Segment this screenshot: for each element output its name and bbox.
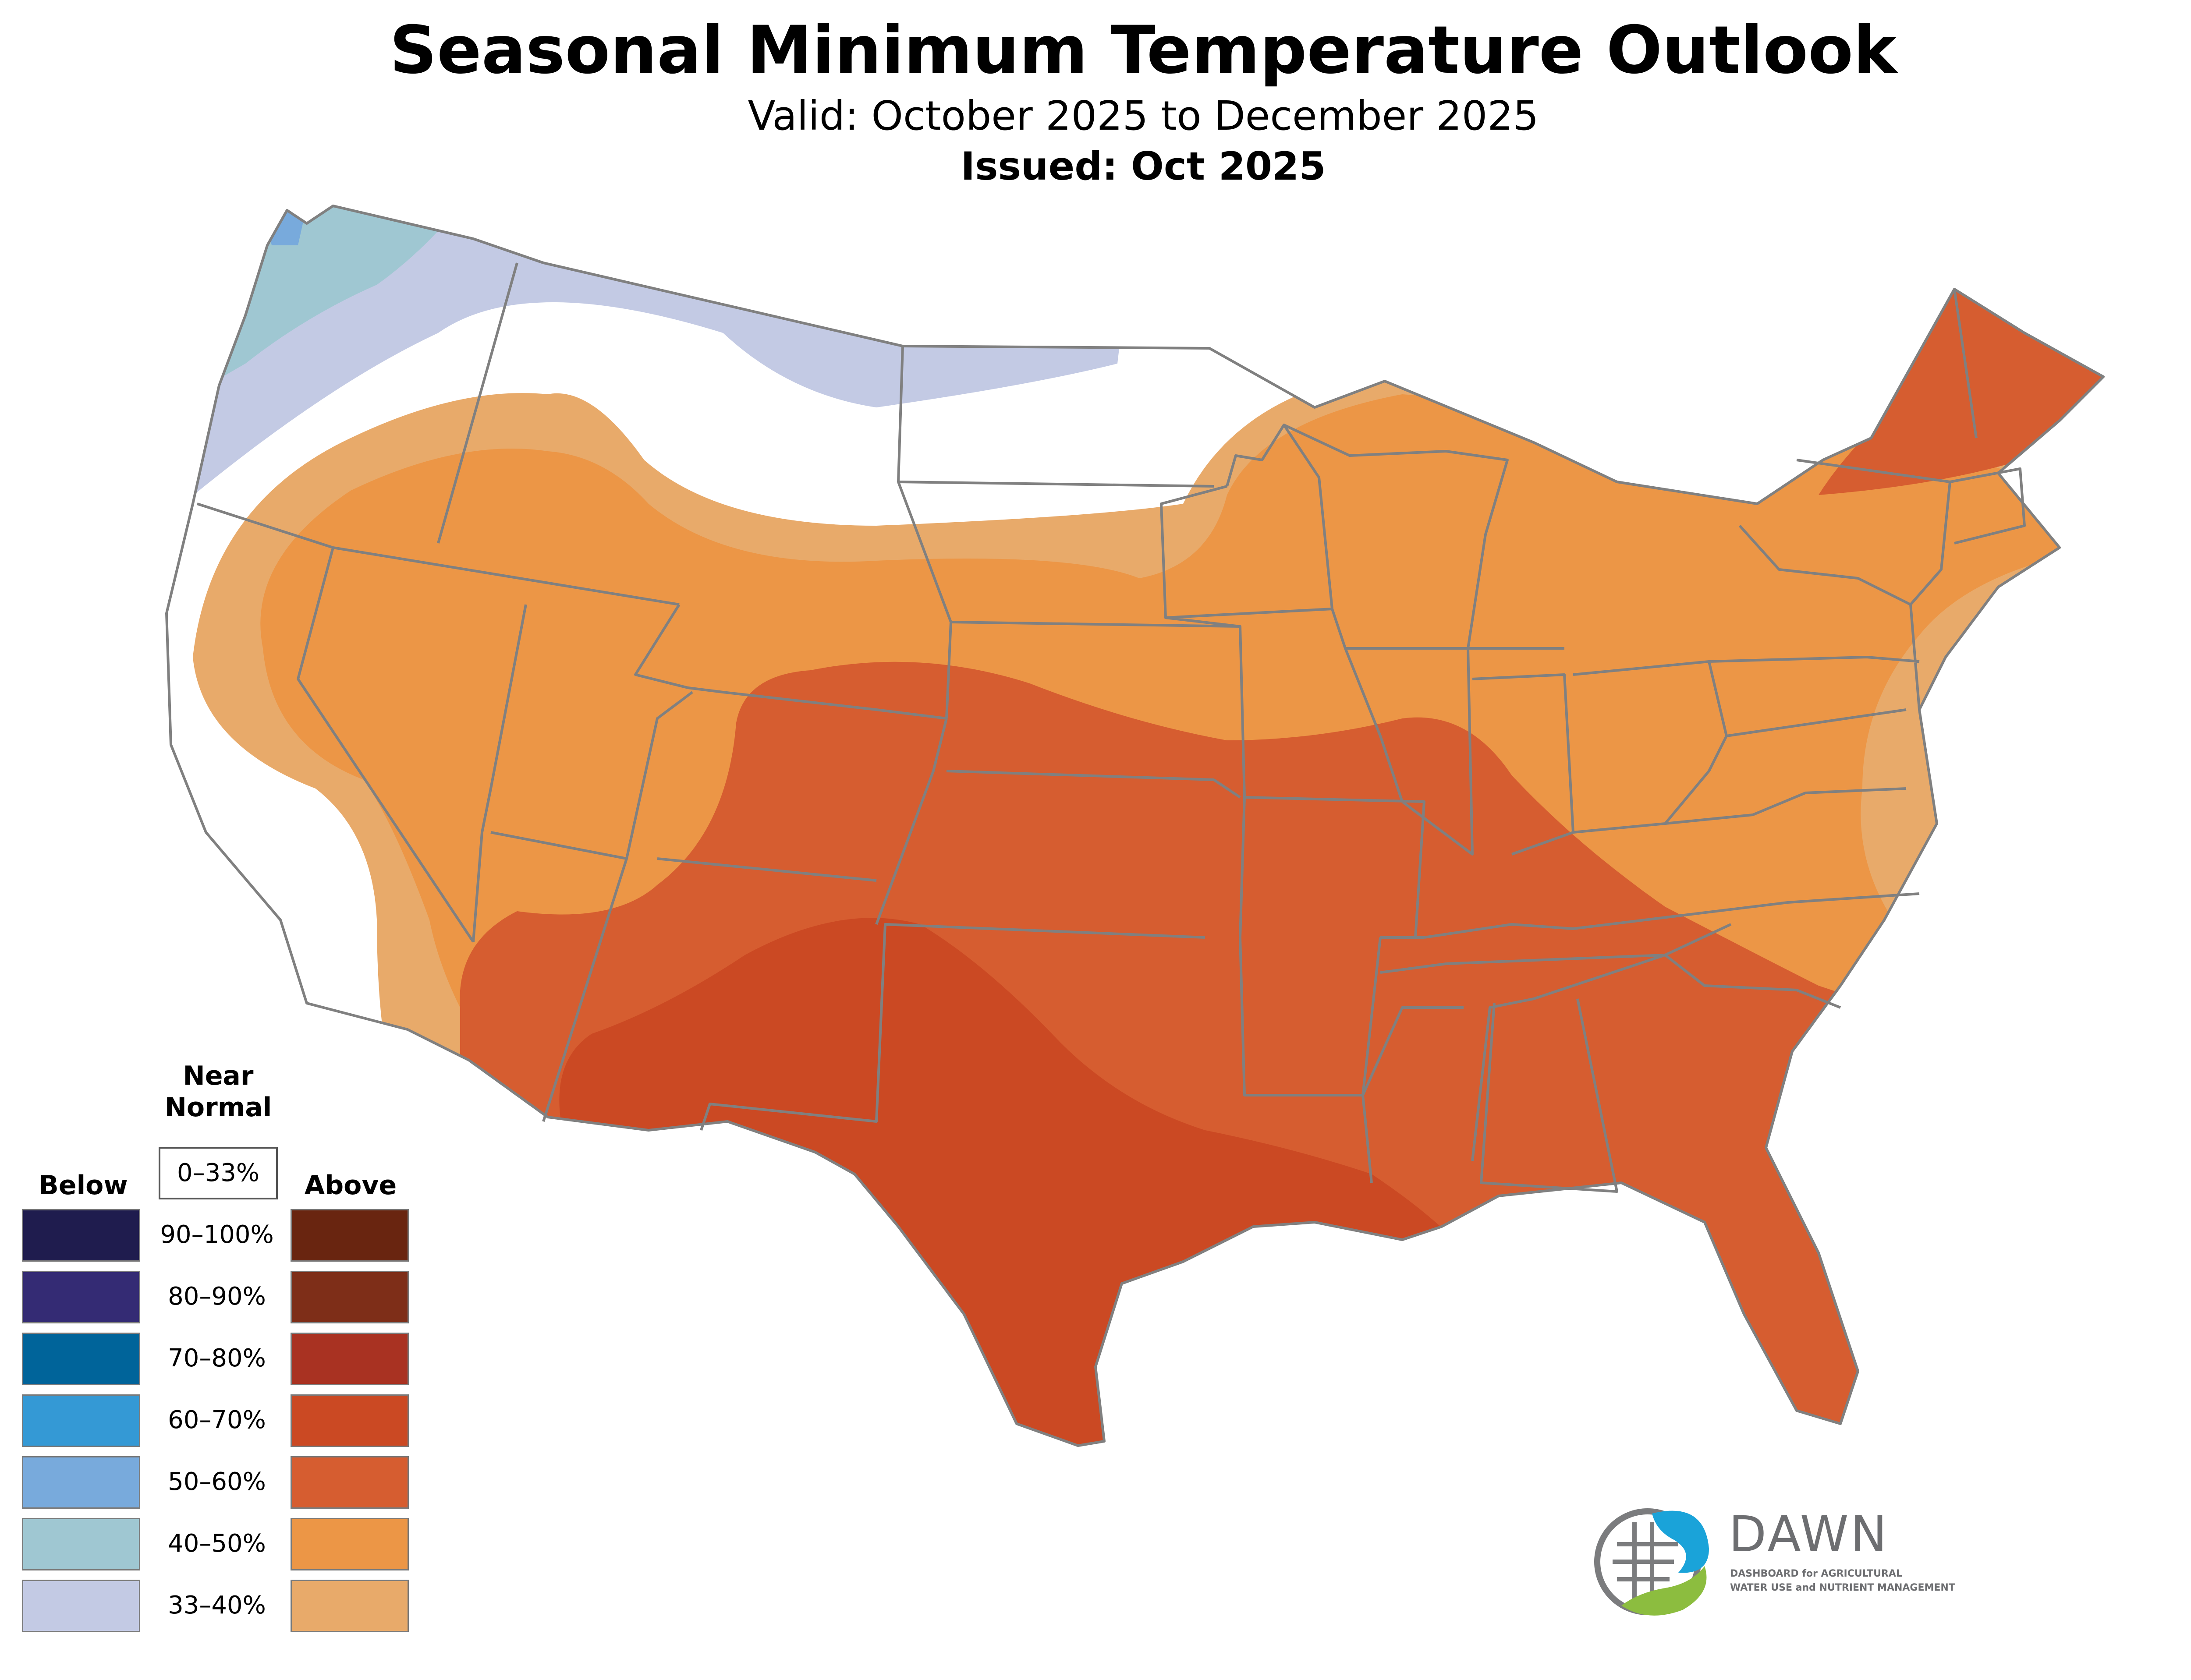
logo-grid [1613,1522,1678,1601]
dawn-logo-tagline-2: WATER USE and NUTRIENT MANAGEMENT [1730,1582,1955,1593]
map-title: Seasonal Minimum Temperature Outlook [390,12,1897,88]
legend-range-label: 33–40% [168,1591,266,1620]
logo-blue-drop [1652,1510,1709,1573]
legend-below-heading: Below [39,1170,128,1201]
legend-range-label: 70–80% [168,1344,266,1372]
legend-range-label: 80–90% [168,1282,266,1311]
issued-date: Issued: Oct 2025 [961,144,1326,189]
legend-near-normal-box: 0–33% [159,1147,278,1199]
legend-below-swatch [22,1394,140,1447]
legend-below-swatch [22,1209,140,1262]
probability-shading [167,206,2103,1446]
valid-period: Valid: October 2025 to December 2025 [748,92,1539,139]
legend-above-heading: Above [304,1170,397,1201]
dawn-logo-mark [1594,1508,1709,1616]
logo-green-leaf [1621,1566,1707,1616]
legend-below-swatch [22,1518,140,1570]
above-50-60-region-ne [1819,280,2103,495]
legend-range-label: 50–60% [168,1468,266,1496]
dawn-logo-tagline: DASHBOARD for AGRICULTURAL [1730,1568,1902,1579]
legend-above-swatch [291,1580,409,1632]
state-boundaries [167,206,2103,1446]
dawn-logo-name: DAWN [1729,1506,1889,1563]
legend-above-swatch [291,1394,409,1447]
state-border-lines [197,262,2026,1193]
legend-range-label: 90–100% [160,1220,274,1249]
legend-range-label: 60–70% [168,1406,266,1434]
legend-below-swatch [22,1271,140,1323]
legend-range-label: 40–50% [168,1529,266,1558]
legend-below-swatch [22,1580,140,1632]
legend-below-swatch [22,1333,140,1385]
legend-above-swatch [291,1271,409,1323]
legend-above-swatch [291,1333,409,1385]
legend-above-swatch [291,1518,409,1570]
legend-below-swatch [22,1456,140,1509]
legend-above-swatch [291,1209,409,1262]
legend-above-swatch [291,1456,409,1509]
legend-near-normal-heading: Near Normal [164,1061,272,1123]
